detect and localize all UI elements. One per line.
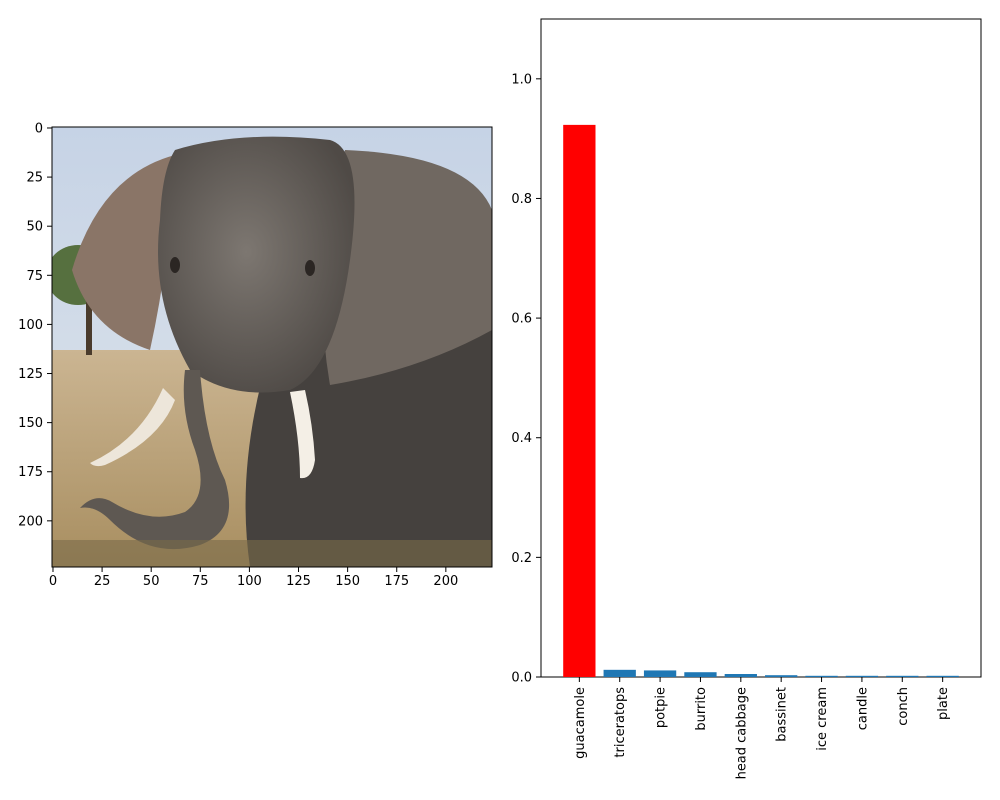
bar-x-axis: guacamole triceratops potpie burrito head ca… <box>573 677 951 779</box>
bar-x-tick-label: ice cream <box>815 687 830 751</box>
bar-conch <box>886 675 919 677</box>
bar-potpie <box>643 670 677 677</box>
elephant-photo <box>52 127 492 567</box>
image-y-tick-label: 125 <box>18 367 43 382</box>
image-x-axis: 0 25 50 75 100 125 150 175 200 <box>49 567 458 589</box>
bar-x-tick-label: conch <box>896 687 911 726</box>
bar-plate <box>926 675 959 677</box>
image-y-tick-label: 75 <box>26 269 43 284</box>
image-x-tick-label: 125 <box>286 574 311 589</box>
bar-head-cabbage <box>724 674 757 677</box>
bar-y-tick-label: 0.6 <box>511 312 532 327</box>
image-x-tick-label: 25 <box>94 574 111 589</box>
bar-x-tick-label: burrito <box>694 687 709 731</box>
image-x-tick-label: 0 <box>49 574 57 589</box>
image-y-tick-label: 0 <box>35 121 43 136</box>
bar-candle <box>845 675 879 677</box>
bar-ice-cream <box>805 675 838 677</box>
image-y-axis: 0 25 50 75 100 125 150 175 200 <box>18 121 52 529</box>
bar-x-tick-label: head cabbage <box>734 687 749 779</box>
image-x-tick-label: 150 <box>335 574 360 589</box>
plot-area <box>540 18 982 678</box>
image-x-tick-label: 200 <box>433 574 458 589</box>
image-x-tick-label: 100 <box>237 574 262 589</box>
bar-x-tick-label: potpie <box>654 687 669 728</box>
bar-x-tick-label: triceratops <box>613 687 628 758</box>
bar-y-tick-label: 0.2 <box>511 551 532 566</box>
image-x-tick-label: 175 <box>384 574 409 589</box>
bar-x-tick-label: plate <box>936 687 951 720</box>
image-x-tick-label: 50 <box>143 574 160 589</box>
bar-x-tick-label: candle <box>855 687 870 730</box>
bar-x-tick-label: guacamole <box>573 687 588 759</box>
image-y-tick-label: 175 <box>18 465 43 480</box>
bar-y-tick-label: 0.8 <box>511 192 532 207</box>
bar-bassinet <box>765 675 798 677</box>
bar-triceratops <box>603 669 636 677</box>
bar-burrito <box>684 672 717 677</box>
bars <box>563 124 959 678</box>
bar-chart: guacamole triceratops potpie burrito head ca… <box>511 18 982 779</box>
image-frame <box>51 126 493 568</box>
image-y-tick-label: 50 <box>26 220 43 235</box>
image-y-tick-label: 200 <box>18 514 43 529</box>
image-y-tick-label: 25 <box>26 171 43 186</box>
bar-y-tick-label: 0.4 <box>511 431 532 446</box>
image-x-tick-label: 75 <box>192 574 209 589</box>
image-y-tick-label: 150 <box>18 416 43 431</box>
bar-x-tick-label: bassinet <box>775 687 790 742</box>
bar-y-axis: 0.0 0.2 0.4 0.6 0.8 1.0 <box>511 72 541 686</box>
bar-y-tick-label: 0.0 <box>511 671 532 686</box>
image-y-tick-label: 100 <box>18 318 43 333</box>
bar-y-tick-label: 1.0 <box>511 72 532 87</box>
image-panel: 0 25 50 75 100 125 150 175 200 0 25 50 75 100 125 150 1… <box>18 121 493 589</box>
bar-guacamole <box>563 124 596 678</box>
